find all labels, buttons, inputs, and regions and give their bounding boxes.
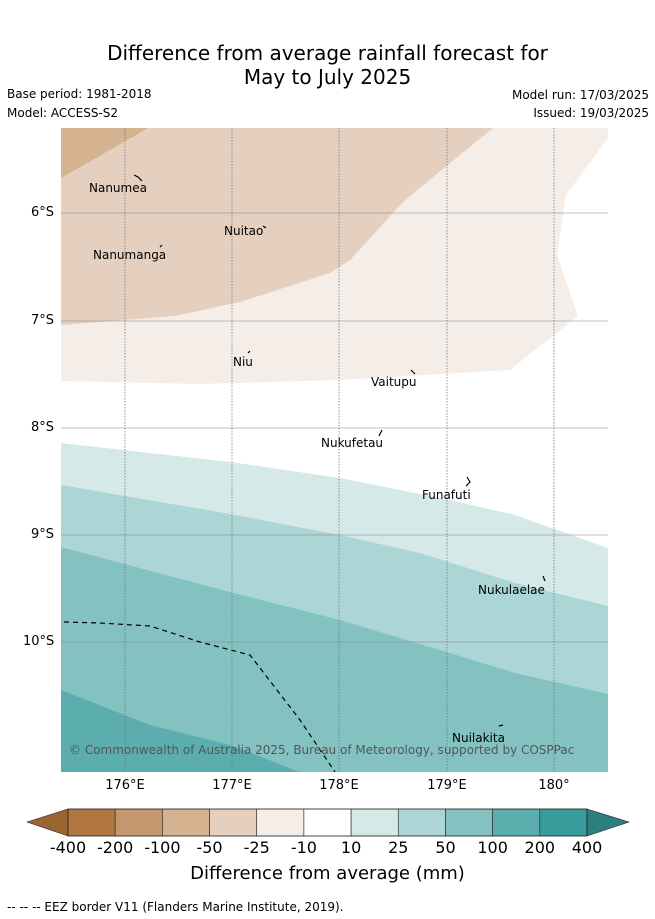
island-vaitupu <box>410 369 416 375</box>
lon-label-180: 180° <box>538 778 570 793</box>
place-label-nanumanga: Nanumanga <box>93 248 167 262</box>
lon-label-177e: 177°E <box>212 778 252 793</box>
map-area <box>61 128 608 772</box>
colorbar-cell <box>397 808 446 837</box>
colorbar-tick-label: -50 <box>196 838 223 857</box>
colorbar-cell <box>350 808 399 837</box>
colorbar-high-extend <box>586 808 630 837</box>
eez-legend: -- -- -- EEZ border V11 (Flanders Marine… <box>7 900 344 914</box>
island-niu <box>247 350 251 354</box>
issued-date: Issued: 19/03/2025 <box>533 106 649 120</box>
colorbar-tick-label: -200 <box>97 838 134 857</box>
colorbar-cell <box>114 808 163 837</box>
island-nanumea <box>133 174 143 182</box>
colorbar-cell <box>162 808 210 837</box>
place-label-funafuti: Funafuti <box>422 488 471 502</box>
lat-label-8s: 8°S <box>31 420 55 435</box>
region-minus25-minus50 <box>61 128 493 325</box>
lon-label-178e: 178°E <box>319 778 359 793</box>
colorbar-cell <box>445 808 493 837</box>
island-nanumanga <box>159 244 163 248</box>
region-100-200 <box>61 690 300 772</box>
colorbar-tick-label: -25 <box>243 838 270 857</box>
lat-label-7s: 7°S <box>31 313 55 328</box>
island-nukufetau <box>378 429 383 437</box>
place-label-nanumea: Nanumea <box>89 181 147 195</box>
lat-gridlines <box>61 212 608 643</box>
lon-label-179e: 179°E <box>427 778 467 793</box>
colorbar-cell <box>67 808 116 837</box>
lon-label-176e: 176°E <box>105 778 145 793</box>
lat-label-6s: 6°S <box>31 205 55 220</box>
base-period: Base period: 1981-2018 <box>7 87 152 101</box>
place-label-nuitao: Nuitao <box>224 224 264 238</box>
place-label-nukulaelae: Nukulaelae <box>478 583 545 597</box>
model-name: Model: ACCESS-S2 <box>7 106 119 120</box>
colorbar-tick-label: 200 <box>524 838 556 857</box>
colorbar-tick-label: 25 <box>388 838 409 857</box>
colorbar-cells <box>67 808 588 837</box>
islands <box>133 174 546 727</box>
place-label-vaitupu: Vaitupu <box>371 375 417 389</box>
colorbar-tick-label: -100 <box>144 838 181 857</box>
map-title-line1: Difference from average rainfall forecas… <box>107 41 548 65</box>
colorbar-tick-label: 10 <box>340 838 362 857</box>
colorbar-tick-label: -400 <box>49 838 87 857</box>
lat-label-9s: 9°S <box>31 527 55 542</box>
copyright-notice: © Commonwealth of Australia 2025, Bureau… <box>69 743 575 757</box>
colorbar <box>26 808 630 837</box>
place-label-niu: Niu <box>233 355 253 369</box>
colorbar-tick-label: -10 <box>290 838 317 857</box>
island-nuitao <box>262 225 267 229</box>
eez-border <box>63 621 336 772</box>
colorbar-tick-label: 400 <box>571 838 603 857</box>
island-nukulaelae <box>542 575 546 582</box>
colorbar-cell <box>209 808 258 837</box>
place-label-nuilakita: Nuilakita <box>452 731 505 745</box>
region-50-100 <box>61 547 608 772</box>
island-nuilakita <box>498 724 504 727</box>
map-title-line2: May to July 2025 <box>243 65 412 89</box>
colorbar-cell <box>492 808 541 837</box>
colorbar-frame <box>67 808 588 837</box>
colorbar-tick-label: 100 <box>477 838 508 857</box>
colorbar-low-extend <box>26 808 69 837</box>
lat-label-10s: 10°S <box>23 634 55 649</box>
colorbar-cell <box>303 808 352 837</box>
place-label-nukufetau: Nukufetau <box>321 436 384 450</box>
region-minus50-minus100 <box>61 128 148 178</box>
colorbar-cell <box>256 808 305 837</box>
colorbar-label: Difference from average (mm) <box>190 863 465 884</box>
island-funafuti <box>465 476 471 487</box>
colorbar-cell <box>539 808 588 837</box>
colorbar-tick-label: 50 <box>435 838 456 857</box>
model-run: Model run: 17/03/2025 <box>511 88 649 102</box>
lon-gridlines <box>124 128 555 772</box>
